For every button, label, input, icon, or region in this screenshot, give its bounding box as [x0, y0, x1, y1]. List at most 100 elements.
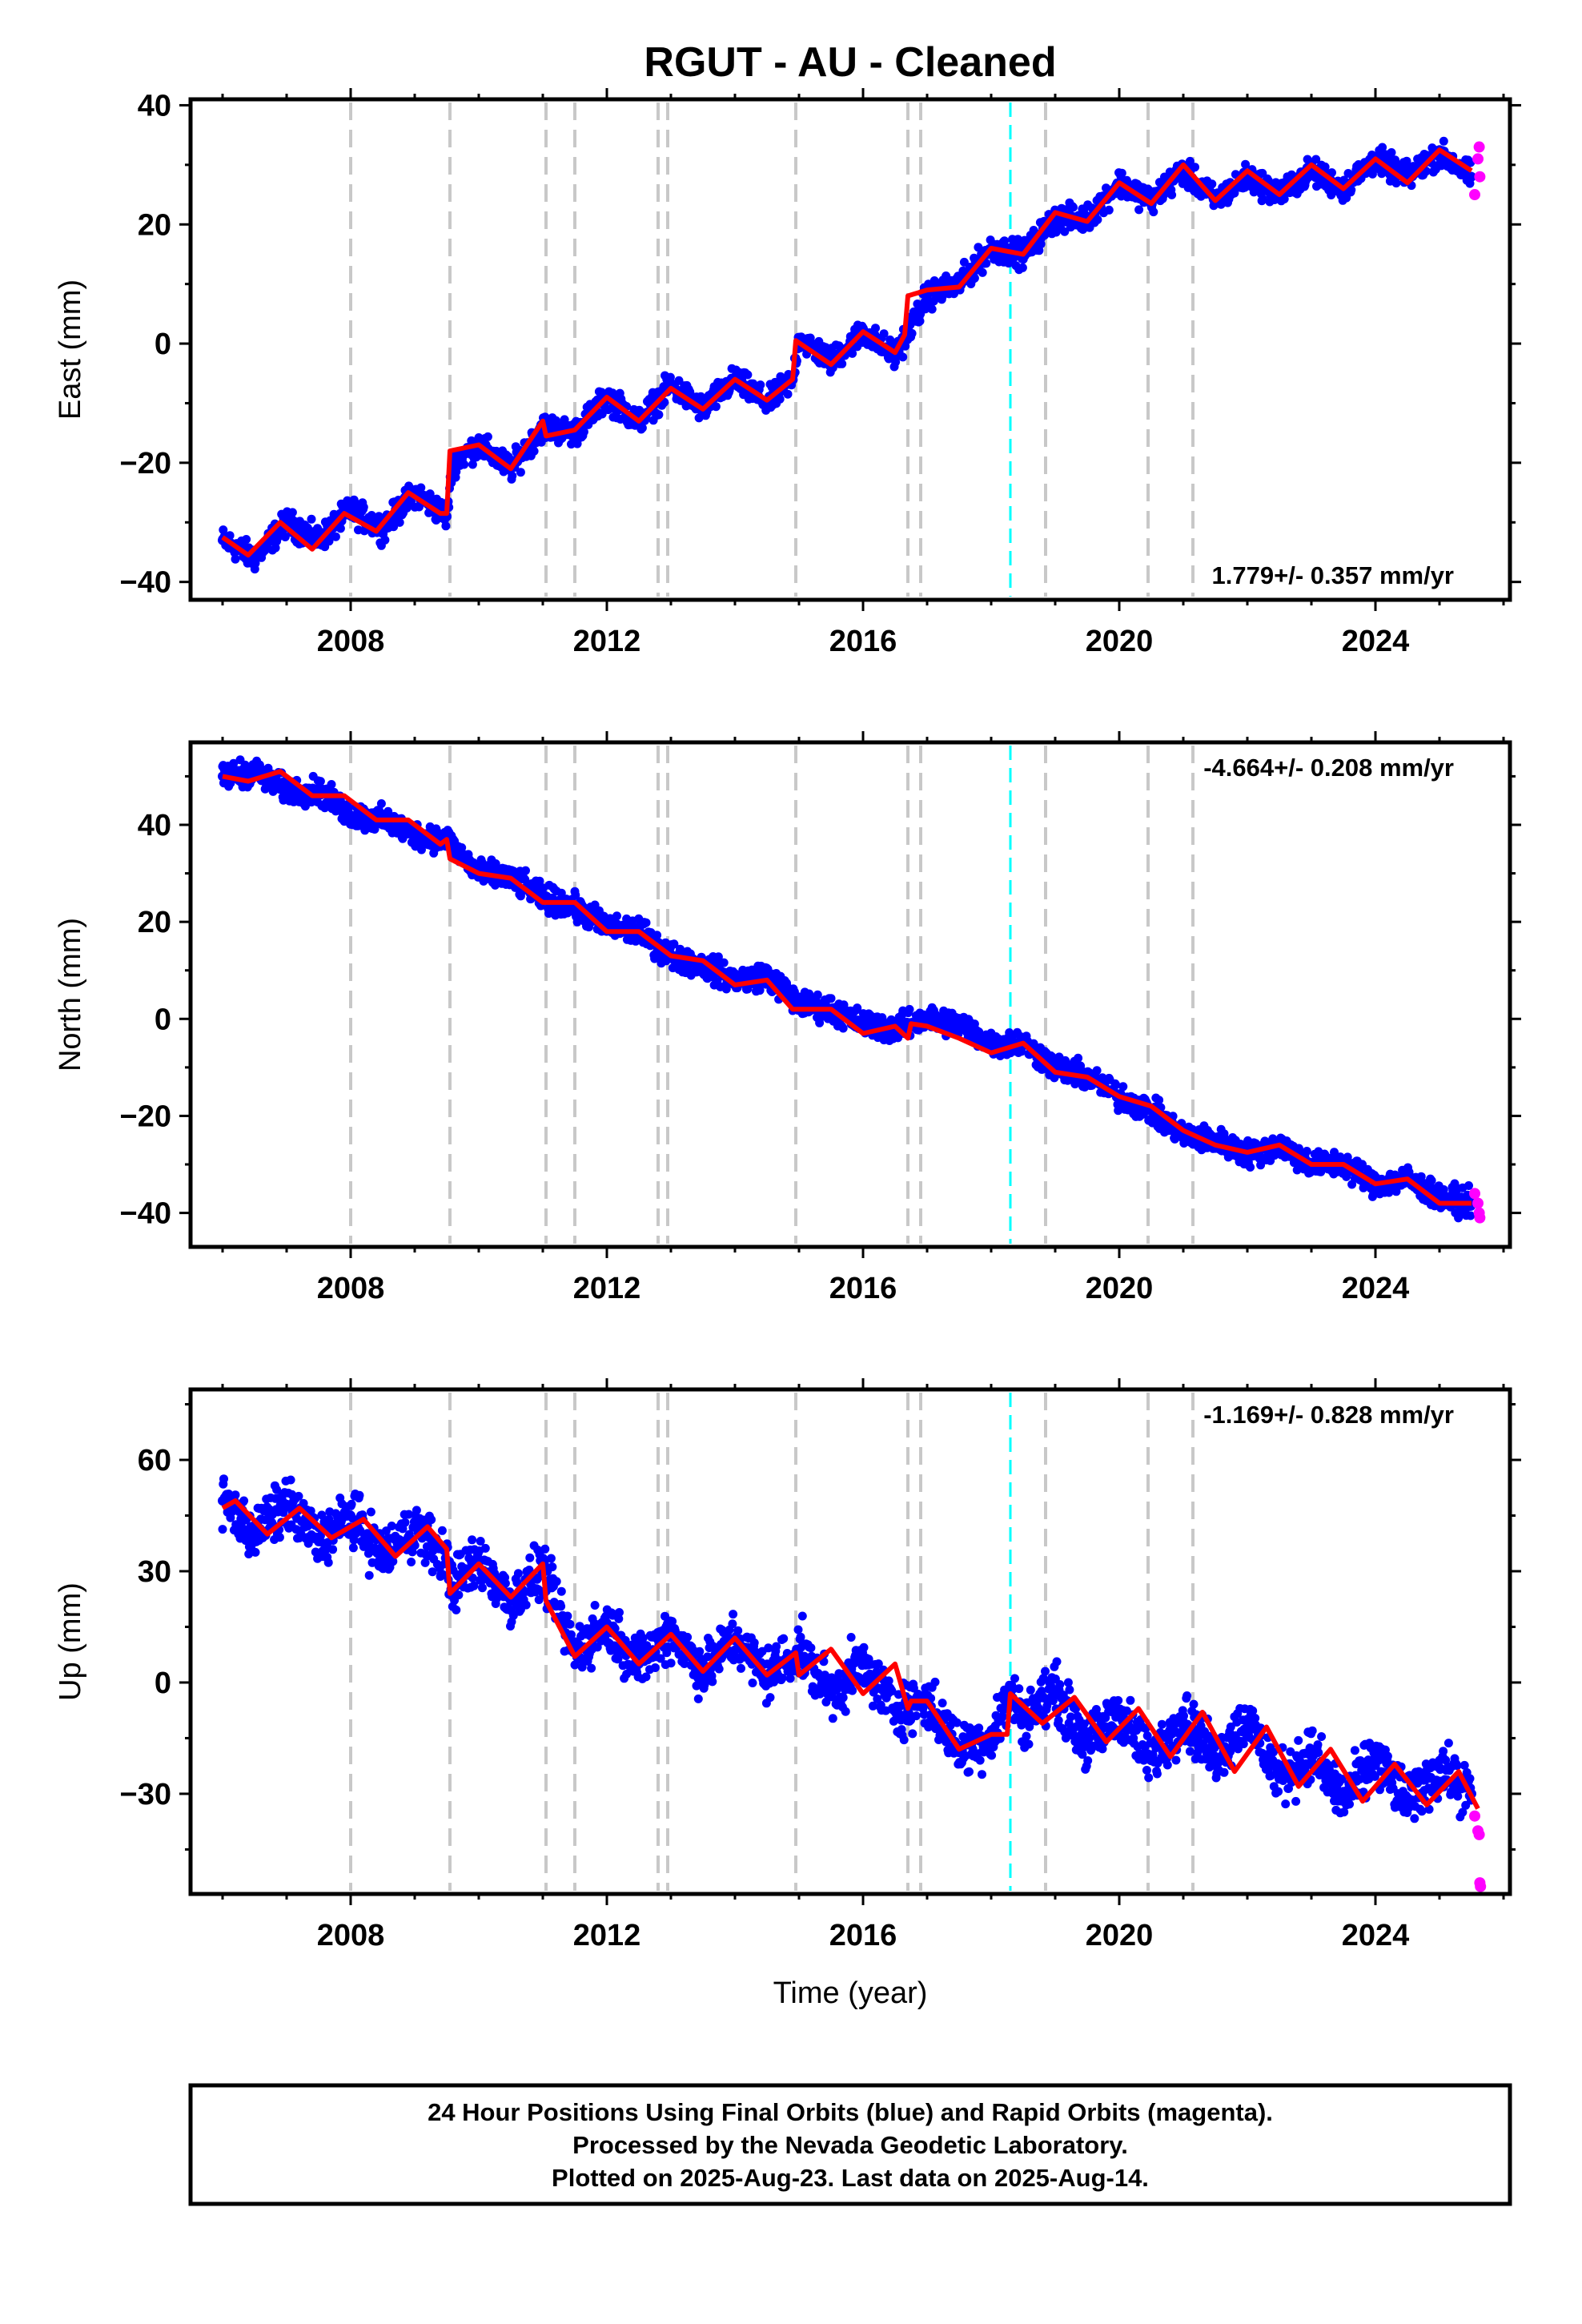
- east-final-orbit-point: [1320, 162, 1330, 171]
- east-velocity-label: 1.779+/- 0.357 mm/yr: [1212, 561, 1454, 589]
- east-final-orbit-point: [231, 554, 240, 564]
- up-final-orbit-point: [546, 1554, 556, 1563]
- east-final-orbit-point: [225, 531, 235, 541]
- up-final-orbit-point: [348, 1543, 358, 1553]
- east-final-orbit-point: [1327, 168, 1336, 178]
- east-final-orbit-point: [1347, 185, 1356, 195]
- north-final-orbit-point: [669, 939, 679, 949]
- north-final-orbit-point: [544, 909, 553, 919]
- north-model-curve: [222, 769, 1472, 1206]
- up-final-orbit-point: [563, 1611, 572, 1621]
- east-final-orbit-point: [516, 468, 525, 477]
- east-final-orbit-point: [1093, 215, 1102, 224]
- north-final-orbit-key-point: [282, 786, 291, 796]
- east-final-orbit-point: [879, 329, 889, 339]
- north-final-orbit-point: [315, 777, 325, 786]
- up-final-orbit-point: [219, 1474, 228, 1484]
- east-final-orbit-point: [1167, 190, 1177, 199]
- up-final-orbit-point: [540, 1544, 550, 1554]
- up-final-orbit-point: [328, 1545, 338, 1554]
- east-final-orbit-point: [380, 535, 390, 545]
- east-final-orbit-point: [508, 471, 517, 480]
- north-final-orbit-point: [1439, 1185, 1448, 1194]
- up-final-orbit-point: [272, 1485, 282, 1494]
- east-final-orbit-point: [271, 543, 280, 553]
- east-final-orbit-point: [654, 410, 664, 420]
- north-x-tick-label: 2024: [1342, 1272, 1410, 1305]
- east-final-orbit-point: [324, 537, 334, 546]
- east-final-orbit-point: [805, 333, 815, 343]
- up-final-orbit-point: [452, 1605, 461, 1614]
- north-final-orbit-point: [1343, 1152, 1352, 1162]
- east-x-tick-label: 2024: [1342, 625, 1410, 658]
- east-final-orbit-point: [1241, 159, 1251, 169]
- east-final-orbit-point: [1018, 263, 1027, 272]
- east-final-orbit-point: [978, 267, 987, 277]
- up-final-orbit-point: [480, 1543, 490, 1553]
- east-final-orbit-point: [460, 460, 469, 469]
- north-final-orbit-key-point: [314, 786, 323, 796]
- north-rapid-orbit-point: [1469, 1188, 1480, 1200]
- east-plot-frame: [188, 97, 1512, 602]
- east-final-orbit-point: [1391, 179, 1401, 188]
- north-plot-frame: [188, 740, 1512, 1249]
- east-final-orbit-point: [1134, 205, 1144, 215]
- east-y-tick-label: −40: [120, 566, 171, 600]
- east-final-orbit-point: [335, 524, 345, 533]
- up-final-orbit-point: [437, 1526, 447, 1535]
- east-final-orbit-point: [395, 517, 404, 527]
- east-final-orbit-point: [579, 427, 588, 436]
- east-x-tick-label: 2016: [829, 625, 897, 658]
- east-final-orbit-point: [1185, 156, 1195, 166]
- north-final-orbit-point: [719, 958, 729, 967]
- up-final-orbit-point: [556, 1586, 566, 1596]
- north-y-tick-label: −20: [120, 1100, 171, 1133]
- east-y-tick-label: −20: [120, 447, 171, 480]
- north-final-orbit-point: [713, 952, 723, 962]
- east-final-orbit-point: [1104, 205, 1114, 215]
- up-final-orbit-point: [521, 1600, 531, 1610]
- up-final-orbit-point: [454, 1590, 464, 1600]
- east-final-orbit-key-point: [922, 291, 932, 301]
- east-final-orbit-point: [416, 483, 426, 493]
- up-final-orbit-point: [552, 1577, 561, 1586]
- east-final-orbit-point: [637, 423, 647, 432]
- east-final-orbit-point: [552, 416, 560, 425]
- east-y-axis-label: East (mm): [54, 279, 87, 420]
- east-final-orbit-point: [871, 324, 880, 333]
- north-final-orbit-point: [838, 1023, 848, 1033]
- up-final-orbit-point: [251, 1547, 260, 1557]
- east-final-orbit-point: [529, 446, 539, 456]
- north-x-tick-label: 2008: [317, 1272, 385, 1305]
- up-final-orbit-point: [525, 1553, 535, 1562]
- north-final-orbit-key-point: [858, 1019, 868, 1029]
- north-final-orbit-point: [376, 799, 386, 808]
- north-y-tick-label: 20: [138, 906, 171, 939]
- north-final-orbit-point: [572, 917, 582, 927]
- east-y-tick-label: 0: [155, 328, 171, 361]
- east-x-tick-label: 2012: [573, 625, 641, 658]
- east-final-orbit-point: [468, 460, 477, 469]
- north-final-orbit-point: [853, 1003, 862, 1013]
- north-final-orbit-point: [641, 918, 651, 927]
- north-rapid-orbit-point: [1474, 1212, 1486, 1224]
- east-final-orbit-point: [783, 389, 793, 399]
- east-final-orbit-point: [331, 532, 340, 541]
- east-final-orbit-point: [982, 259, 991, 268]
- up-final-orbit-point: [565, 1619, 575, 1629]
- east-final-orbit-point: [307, 514, 316, 524]
- up-final-orbit-point: [294, 1491, 303, 1501]
- north-y-tick-label: 40: [138, 809, 171, 842]
- up-final-orbit-point: [556, 1602, 566, 1611]
- east-final-orbit-point: [898, 352, 908, 362]
- up-final-orbit-point: [347, 1499, 356, 1509]
- north-final-orbit-point: [571, 891, 580, 900]
- up-final-orbit-point: [231, 1490, 240, 1500]
- up-final-orbit-point: [468, 1535, 477, 1545]
- east-final-orbit-point: [280, 533, 290, 541]
- north-final-orbit-point: [755, 986, 765, 995]
- north-final-orbit-point: [1092, 1066, 1102, 1076]
- east-final-orbit-point: [711, 402, 721, 412]
